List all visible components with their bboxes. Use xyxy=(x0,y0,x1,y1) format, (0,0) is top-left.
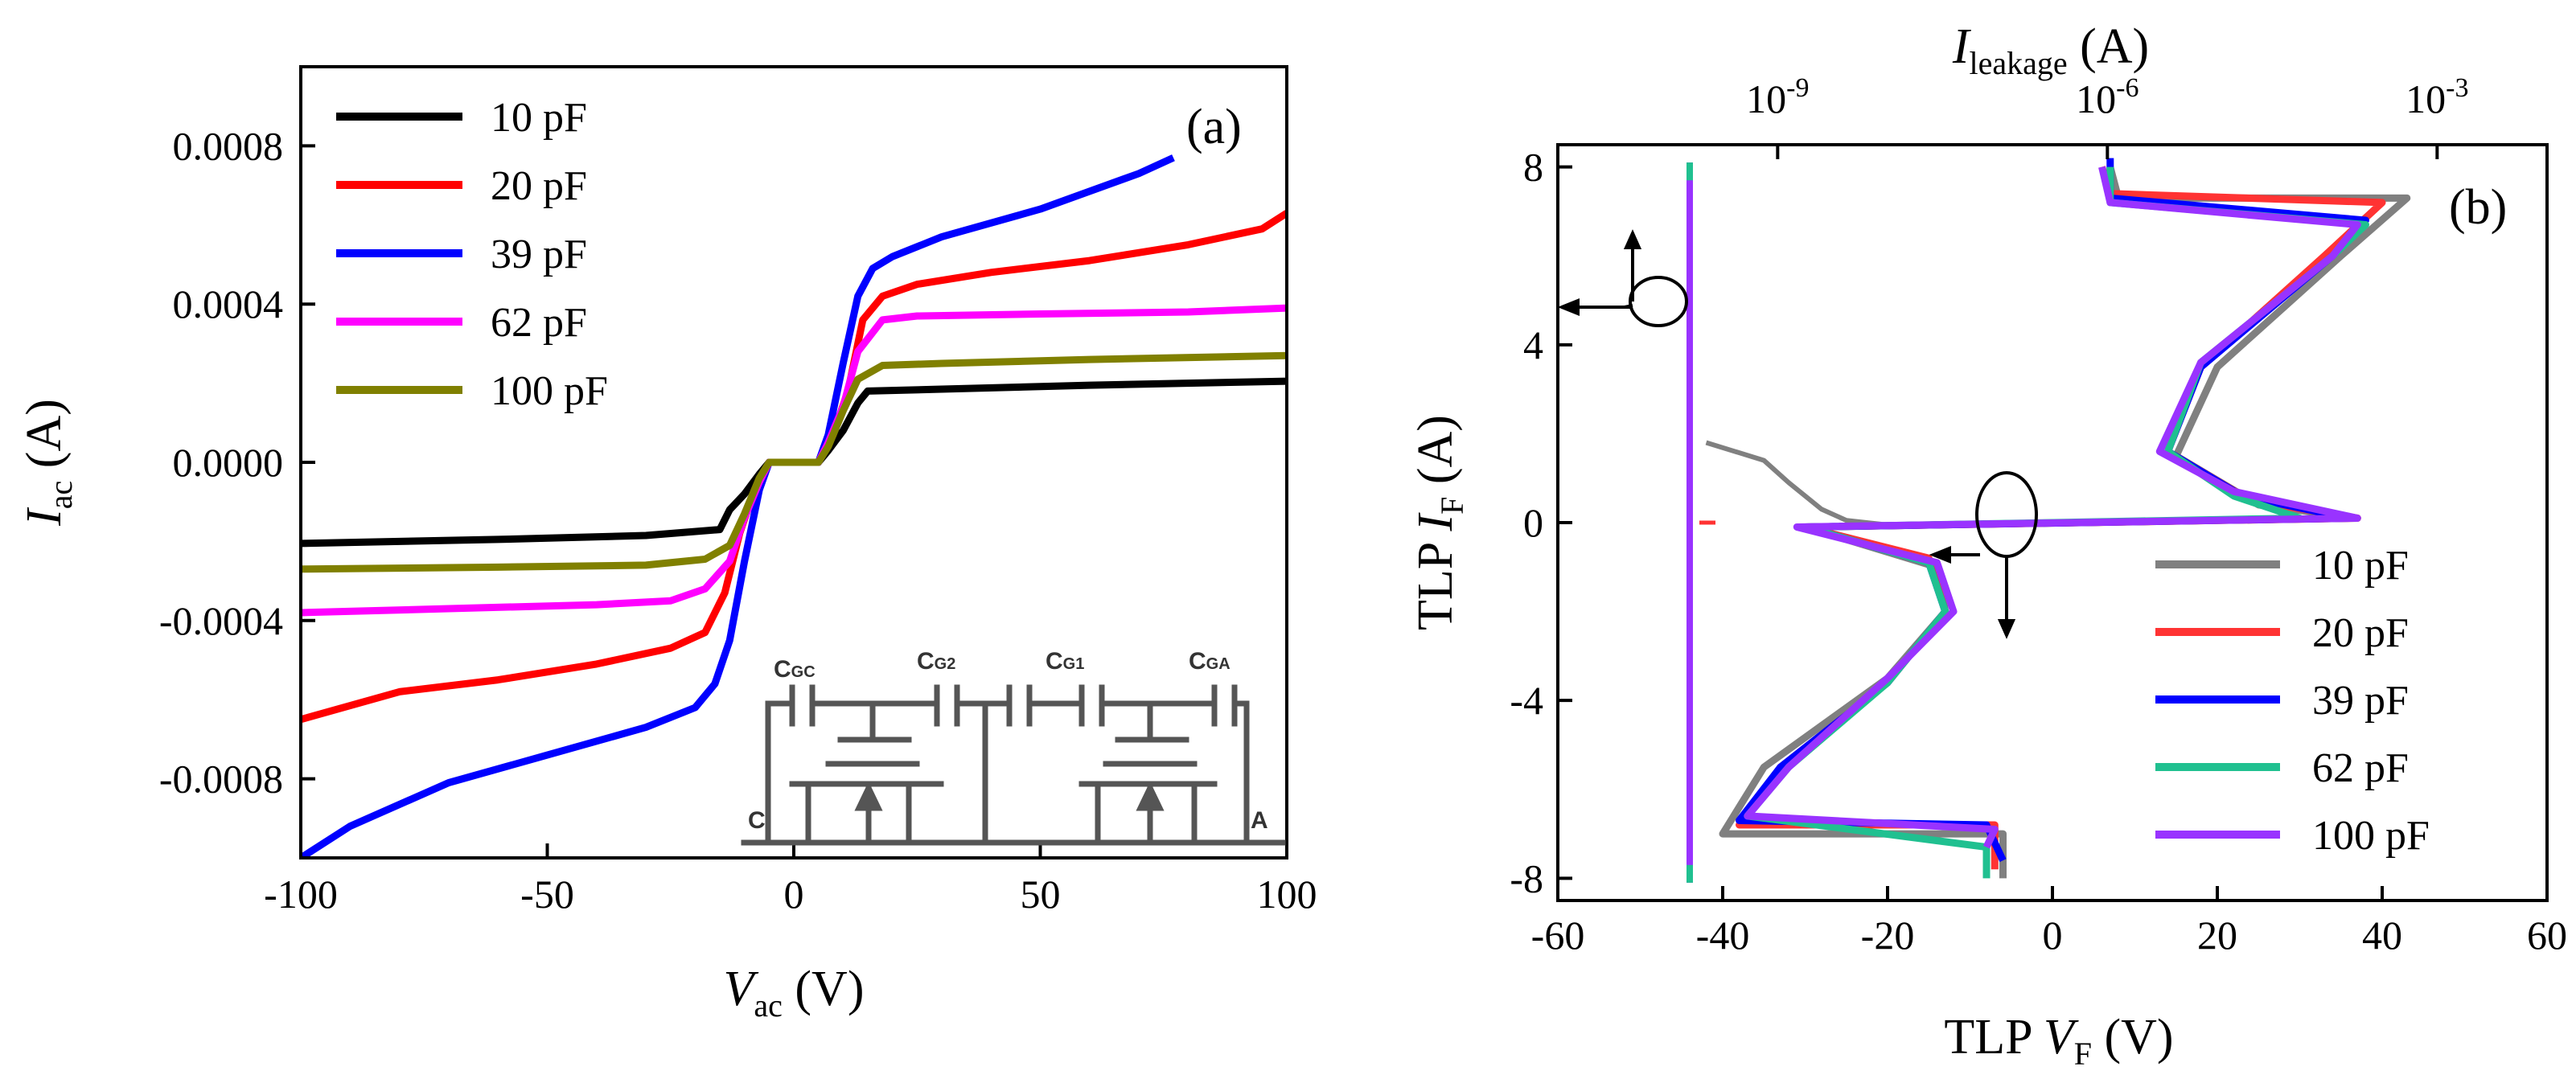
xtick-b-label: -40 xyxy=(1696,913,1750,958)
toptick-b-label: 10-9 xyxy=(1746,73,1809,121)
legend-b-label: 39 pF xyxy=(2312,678,2409,724)
xtick-b-label: -20 xyxy=(1861,913,1915,958)
inset-label-cathode: C xyxy=(748,807,766,834)
ytick-b-label: -8 xyxy=(1510,855,1543,901)
xtick-a-label: 0 xyxy=(784,872,804,917)
legend-a-label: 100 pF xyxy=(491,368,608,414)
chart-b-xticks: -60 -40 -20 0 20 40 60 xyxy=(1531,886,2567,958)
legend-a-label: 20 pF xyxy=(491,163,587,209)
leakage-axis-indicator xyxy=(1557,229,1688,327)
chart-a-panel-label: (a) xyxy=(1186,100,1242,154)
xtick-b-label: 40 xyxy=(2362,913,2402,958)
tlp-axis-indicator xyxy=(1929,471,2038,639)
ytick-a-label: -0.0008 xyxy=(159,757,283,802)
chart-b-top-xlabel: Ileakage (A) xyxy=(1952,19,2149,81)
inset-label-cgc: CGC xyxy=(774,656,816,683)
chart-b-legend: 10 pF 20 pF 39 pF 62 pF 100 pF xyxy=(2155,543,2430,859)
xtick-a-label: -50 xyxy=(520,872,574,917)
chart-a-xticks: -100 -50 0 50 100 xyxy=(264,843,1317,917)
series-b-100-pf xyxy=(1744,166,2361,849)
xtick-b-label: 60 xyxy=(2527,913,2567,958)
ytick-a-label: 0.0008 xyxy=(173,123,284,168)
inset-label-cg1: CG1 xyxy=(1046,648,1084,675)
inset-label-anode: A xyxy=(1251,807,1268,834)
xtick-b-label: -60 xyxy=(1531,913,1585,958)
ytick-b-label: 0 xyxy=(1523,500,1543,545)
leakage-curve xyxy=(1705,440,1888,527)
legend-b-label: 20 pF xyxy=(2312,610,2409,656)
xtick-a-label: 100 xyxy=(1257,872,1317,917)
legend-b-label: 10 pF xyxy=(2312,543,2409,589)
chart-a-series xyxy=(301,154,1287,858)
chart-b-yticks: -8 -4 0 4 8 xyxy=(1510,145,1572,901)
chart-a-yticks: -0.0008 -0.0004 0.0000 0.0004 0.0008 xyxy=(159,123,315,802)
legend-b-label: 100 pF xyxy=(2312,813,2430,859)
chart-b-xlabel: TLP VF (V) xyxy=(1944,1010,2173,1072)
inset-circuit xyxy=(741,684,1286,846)
chart-a: -100 -50 0 50 100 -0.0008 -0.0004 0.0000 0.0004… xyxy=(17,65,1317,1024)
chart-b-ylabel: TLP IF (A) xyxy=(1408,415,1470,630)
legend-a-label: 10 pF xyxy=(491,95,587,141)
toptick-b-label: 10-3 xyxy=(2405,73,2468,121)
ytick-b-label: -4 xyxy=(1510,678,1543,723)
legend-b-label: 62 pF xyxy=(2312,745,2409,791)
legend-a-label: 62 pF xyxy=(491,300,587,346)
xtick-b-label: 20 xyxy=(2197,913,2237,958)
toptick-b-label: 10-6 xyxy=(2076,73,2138,121)
ytick-b-label: 4 xyxy=(1523,322,1543,367)
ytick-a-label: 0.0004 xyxy=(173,281,284,326)
ytick-a-label: -0.0004 xyxy=(159,598,283,643)
chart-a-xlabel: Vac (V) xyxy=(724,962,865,1024)
chart-a-legend: 10 pF 20 pF 39 pF 62 pF 100 pF xyxy=(336,95,608,414)
ytick-b-label: 8 xyxy=(1523,145,1543,190)
xtick-a-label: -100 xyxy=(264,872,338,917)
xtick-b-label: 0 xyxy=(2043,913,2063,958)
series-a-20-pf xyxy=(301,210,1287,724)
inset-label-cga: CGA xyxy=(1189,648,1230,675)
chart-b-series xyxy=(1687,158,2411,883)
ytick-a-label: 0.0000 xyxy=(173,440,284,485)
chart-b-panel-label: (b) xyxy=(2449,180,2507,235)
inset-label-cg2: CG2 xyxy=(917,648,955,675)
chart-a-ylabel: Iac (A) xyxy=(17,399,79,527)
xtick-a-label: 50 xyxy=(1021,872,1061,917)
series-a-100-pf xyxy=(301,351,1287,573)
chart-b-topticks: 10-9 10-6 10-3 xyxy=(1746,73,2468,159)
legend-a-label: 39 pF xyxy=(491,232,587,277)
